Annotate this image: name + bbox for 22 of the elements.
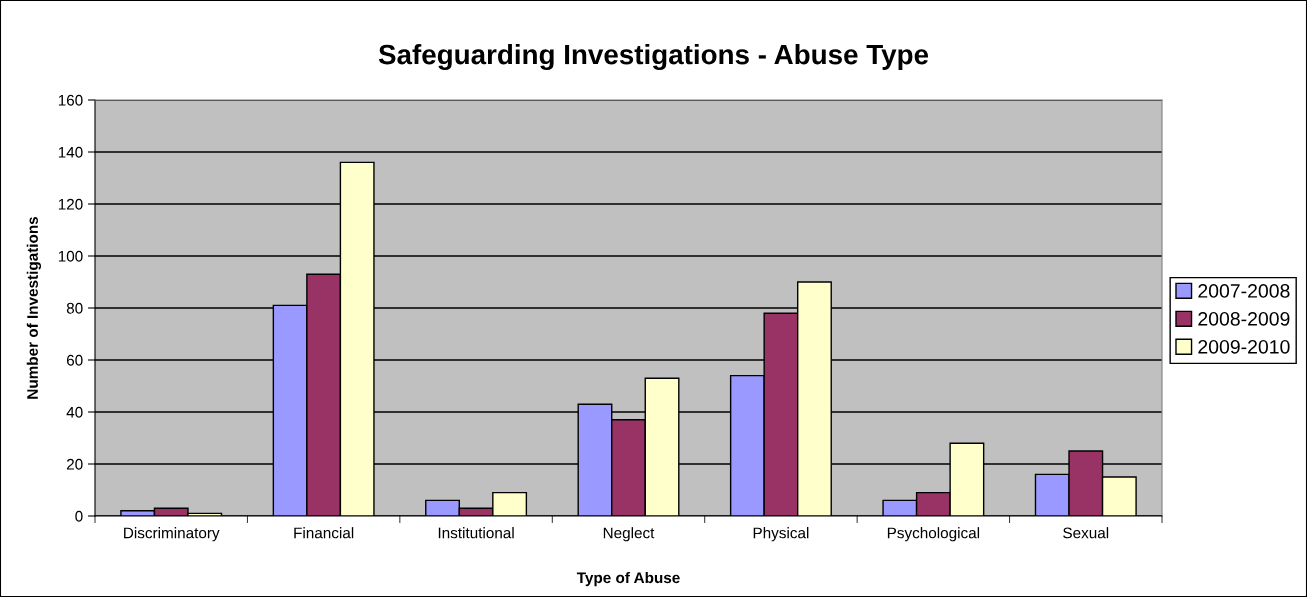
legend-label: 2008-2009 [1198,311,1290,326]
x-tick-label: Neglect [603,527,655,542]
y-tick-label: 60 [66,354,83,366]
x-axis-title: Type of Abuse [576,571,680,587]
x-tick-label: Financial [294,527,354,539]
y-tick-label: 80 [66,302,83,314]
y-tick-label: 40 [66,406,83,418]
x-tick-label: Institutional [438,527,514,539]
legend-label: 2007-2008 [1198,284,1290,298]
x-tick-label: Psychological [887,527,980,542]
chart-title: Safeguarding Investigations - Abuse Type [378,43,929,71]
y-tick-label: 140 [58,146,83,158]
legend-label: 2009-2010 [1198,339,1290,354]
y-tick-label: 120 [58,198,83,210]
x-tick-label: Discriminatory [124,527,220,542]
y-tick-label: 160 [58,94,83,106]
x-tick-label: Physical [753,527,809,542]
y-tick-label: 100 [58,250,83,262]
y-axis-title: Number of Investigations [26,216,42,399]
y-tick-label: 20 [66,458,83,470]
x-tick-label: Sexual [1063,527,1109,539]
y-tick-label: 0 [75,510,83,522]
